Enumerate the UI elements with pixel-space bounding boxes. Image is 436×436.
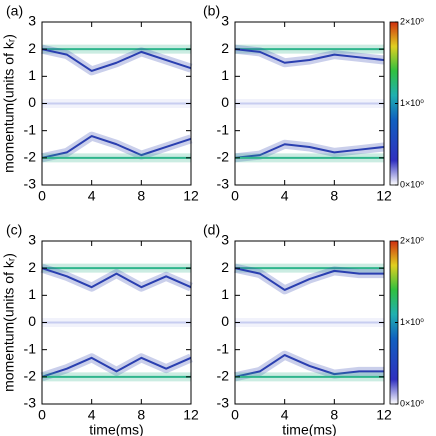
y-tick-label: 0 <box>221 94 229 110</box>
ridge <box>41 48 192 72</box>
y-tick-label: -2 <box>217 149 230 165</box>
panel-label: (c) <box>6 222 22 238</box>
y-tick-label: 2 <box>28 40 36 56</box>
y-tick-label: 3 <box>28 13 36 29</box>
x-tick-label: 8 <box>137 188 145 204</box>
y-tick-label: 2 <box>221 259 229 275</box>
colorbar-tick-label: 1×10⁰ <box>400 317 424 327</box>
y-tick-label: 0 <box>28 94 36 110</box>
y-tick-label: 0 <box>221 313 229 329</box>
ridge <box>234 267 384 291</box>
y-tick-label: -1 <box>217 340 230 356</box>
x-tick-label: 12 <box>376 188 392 204</box>
y-tick-label: -1 <box>24 340 37 356</box>
x-tick-label: 12 <box>183 407 199 423</box>
ridge <box>234 48 385 64</box>
colorbar-tick-label: 1×10⁰ <box>400 98 424 108</box>
y-tick-label: -1 <box>217 121 230 137</box>
x-tick-label: 0 <box>38 188 46 204</box>
y-tick-label: 1 <box>221 286 229 302</box>
y-tick-label: 1 <box>28 286 36 302</box>
y-tick-label: -3 <box>24 395 37 411</box>
ridge <box>41 267 192 289</box>
x-tick-label: 8 <box>330 188 338 204</box>
panel-label: (b) <box>203 3 220 19</box>
y-tick-label: -2 <box>217 368 230 384</box>
x-tick-label: 4 <box>281 188 289 204</box>
y-axis-label: momentum(units of kᵣ) <box>1 34 17 173</box>
ridge <box>41 356 192 378</box>
x-axis-label: time(ms) <box>282 422 336 436</box>
x-tick-label: 0 <box>231 188 239 204</box>
y-tick-label: 1 <box>221 67 229 83</box>
panel-label: (a) <box>6 3 23 19</box>
y-tick-label: -3 <box>24 176 37 192</box>
y-tick-label: -1 <box>24 121 37 137</box>
x-tick-label: 4 <box>88 407 96 423</box>
colorbar-tick-label: 2×10⁰ <box>400 16 424 26</box>
colorbar-tick-label: 0×10⁰ <box>400 398 424 408</box>
ridge <box>234 354 384 378</box>
y-tick-label: -2 <box>24 149 37 165</box>
x-tick-label: 0 <box>231 407 239 423</box>
x-tick-label: 4 <box>281 407 289 423</box>
x-tick-label: 8 <box>330 407 338 423</box>
ridge <box>41 135 192 159</box>
panel-label: (d) <box>203 222 220 238</box>
colorbar-tick-label: 2×10⁰ <box>400 235 424 245</box>
x-tick-label: 12 <box>183 188 199 204</box>
x-axis-label: time(ms) <box>89 422 143 436</box>
ridge <box>234 143 385 159</box>
x-tick-label: 4 <box>88 188 96 204</box>
y-tick-label: 3 <box>28 232 36 248</box>
y-tick-label: -3 <box>217 176 230 192</box>
x-tick-label: 12 <box>376 407 392 423</box>
y-tick-label: 3 <box>221 13 229 29</box>
y-tick-label: 2 <box>28 259 36 275</box>
x-tick-label: 0 <box>38 407 46 423</box>
colorbar-tick-label: 0×10⁰ <box>400 179 424 189</box>
x-tick-label: 8 <box>137 407 145 423</box>
y-tick-label: -3 <box>217 395 230 411</box>
y-axis-label: momentum(units of kᵣ) <box>1 253 17 392</box>
y-tick-label: 1 <box>28 67 36 83</box>
y-tick-label: 2 <box>221 40 229 56</box>
y-tick-label: -2 <box>24 368 37 384</box>
y-tick-label: 3 <box>221 232 229 248</box>
y-tick-label: 0 <box>28 313 36 329</box>
